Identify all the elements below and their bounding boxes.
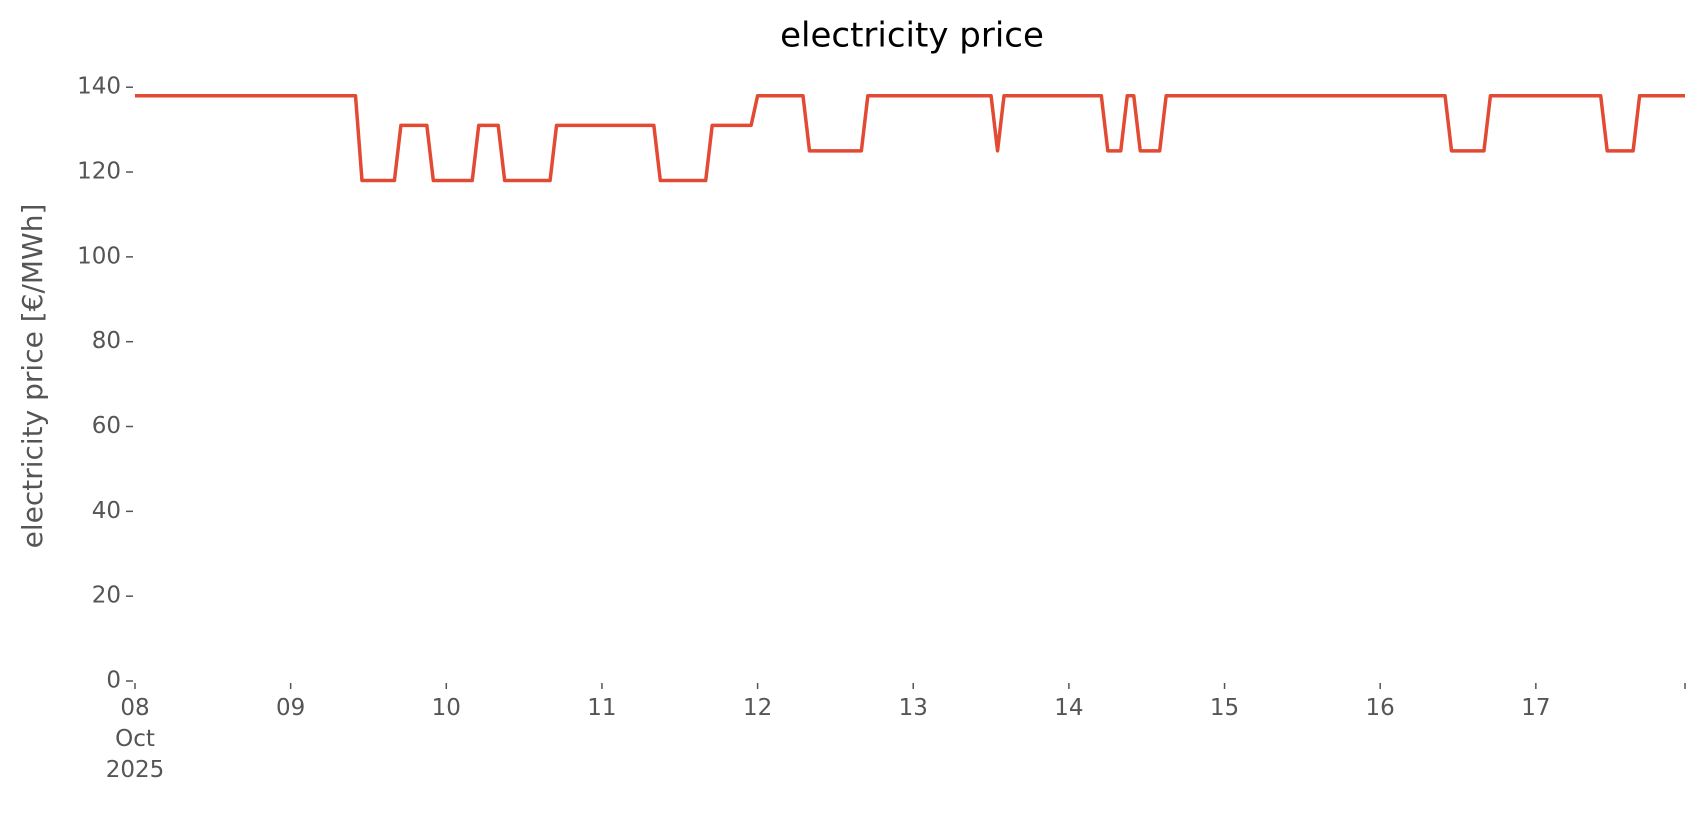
x-tick-label: 14	[1054, 695, 1084, 721]
y-tick-label: 40	[92, 498, 121, 524]
y-axis-label: electricity price [€/MWh]	[16, 204, 49, 549]
x-tick-label: 13	[898, 695, 928, 721]
x-tick-label: 15	[1209, 695, 1240, 721]
y-tick-label: 20	[92, 583, 121, 609]
price-line	[135, 93, 1685, 183]
y-tick-label: 140	[77, 74, 121, 100]
chart-title: electricity price	[780, 16, 1044, 56]
y-tick-label: 0	[106, 668, 121, 694]
y-tick-label: 120	[77, 159, 121, 185]
x-tick-label: 09	[276, 695, 306, 721]
x-tick-label: 16	[1365, 695, 1395, 721]
x-tick-label: 11	[587, 695, 617, 721]
x-tick-label: 17	[1521, 695, 1551, 721]
x-tick-label: 08 Oct 2025	[105, 695, 165, 783]
x-tick-label: 10	[431, 695, 461, 721]
x-tick-label: 12	[742, 695, 773, 721]
y-tick-label: 100	[77, 243, 121, 269]
y-tick-label: 60	[92, 413, 121, 439]
y-tick-label: 80	[92, 328, 121, 354]
